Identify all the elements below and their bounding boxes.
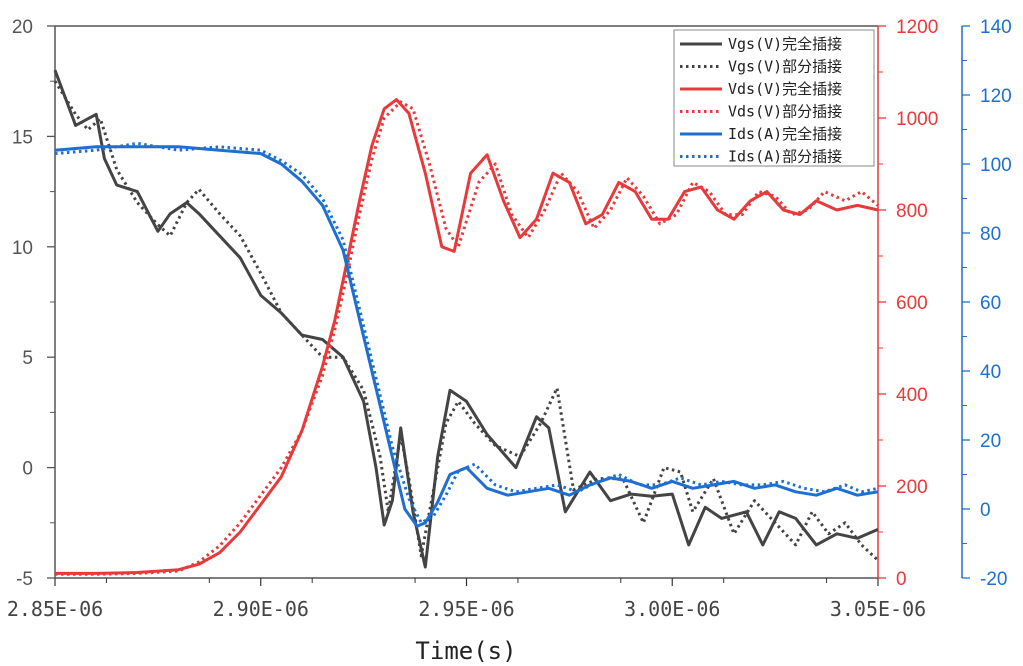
vds-tick-label: 1200 — [896, 17, 938, 38]
legend: Vgs(V)完全插接 Vgs(V)部分插接 Vds(V)完全插接 Vds(V)部分插接… — [673, 29, 875, 167]
vds-tick-label: 0 — [896, 569, 907, 590]
vgs-tick-label: 20 — [12, 17, 33, 38]
x-tick-label: 3.00E-06 — [624, 597, 720, 621]
vgs-tick-label: -5 — [16, 569, 33, 590]
vds-tick-label: 400 — [896, 385, 928, 406]
ids-tick-label: 100 — [980, 155, 1012, 176]
legend-box — [673, 29, 875, 167]
ids-tick-label: 20 — [980, 431, 1001, 452]
series-line-4 — [54, 145, 879, 528]
x-axis-label: Time(s) — [415, 637, 516, 665]
ids-tick-label: 80 — [980, 224, 1001, 245]
legend-label: Vgs(V)完全插接 — [728, 35, 842, 53]
ids-tick-label: 140 — [980, 17, 1012, 38]
legend-label: Ids(A)完全插接 — [728, 125, 842, 143]
vgs-tick-label: 15 — [12, 127, 33, 148]
series-line-2 — [55, 98, 879, 575]
vds-tick-label: 1000 — [896, 109, 938, 130]
vgs-tick-label: 0 — [22, 459, 33, 480]
vgs-tick-label: 10 — [12, 238, 33, 259]
vgs-tick-label: 5 — [22, 348, 33, 369]
x-tick-label: 2.95E-06 — [418, 597, 514, 621]
series-layer — [53, 69, 880, 576]
legend-label: Vds(V)完全插接 — [728, 80, 842, 98]
vds-tick-label: 800 — [896, 201, 928, 222]
ids-tick-label: -20 — [980, 569, 1007, 590]
ids-tick-label: 40 — [980, 362, 1001, 383]
x-tick-label: 2.90E-06 — [213, 597, 309, 621]
legend-label: Vds(V)部分插接 — [728, 103, 842, 121]
vds-tick-label: 600 — [896, 293, 928, 314]
legend-label: Ids(A)部分插接 — [728, 148, 842, 166]
ids-tick-label: 0 — [980, 500, 991, 521]
tick-layer: 2.85E-06 2.90E-06 2.95E-06 3.00E-06 3.05E-06… — [7, 17, 1012, 621]
series-line-5 — [54, 141, 879, 525]
ids-tick-label: 120 — [980, 86, 1012, 107]
series-line-3 — [55, 100, 879, 576]
vds-tick-label: 200 — [896, 477, 928, 498]
legend-label: Vgs(V)部分插接 — [728, 58, 842, 76]
x-tick-label: 3.05E-06 — [830, 597, 926, 621]
ids-tick-label: 60 — [980, 293, 1001, 314]
x-tick-label: 2.85E-06 — [7, 597, 103, 621]
